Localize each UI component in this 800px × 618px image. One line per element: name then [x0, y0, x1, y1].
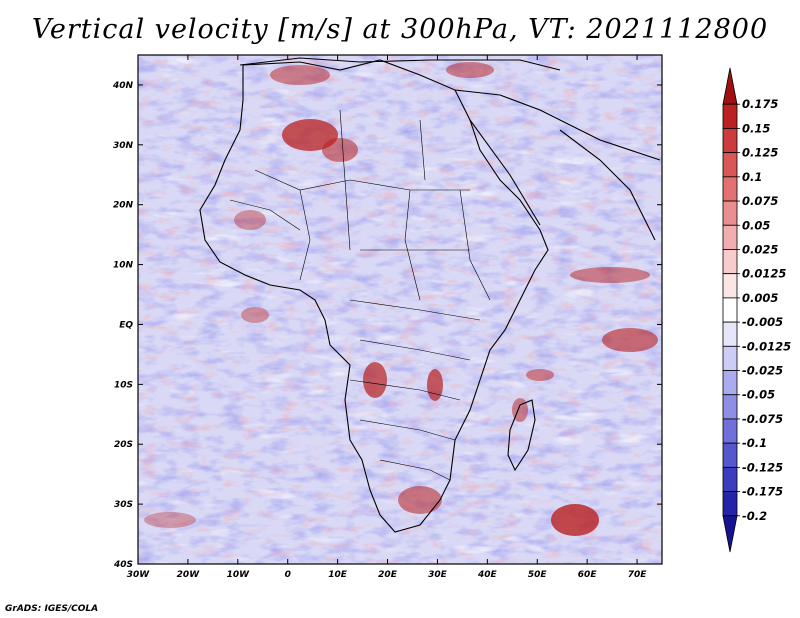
x-axis: 30W 20W 10W 0 10E 20E 30E 40E 50E 60E 70E: [127, 55, 647, 580]
colorbar-label: 0.05: [742, 218, 770, 232]
plot-frame: [137, 54, 663, 565]
y-tick-label: 10N: [113, 261, 134, 271]
colorbar-swatch: [722, 224, 738, 250]
colorbar-label: -0.0125: [742, 339, 791, 353]
africa-coastline: [199, 59, 549, 533]
updraft-patch: [551, 504, 599, 536]
arabia-coastline: [454, 89, 661, 161]
updraft-patch: [322, 138, 358, 162]
y-tick-label: 30S: [114, 500, 133, 510]
colorbar-label: 0.005: [742, 291, 778, 305]
colorbar-swatch: [722, 67, 738, 105]
colorbar-label: -0.2: [742, 509, 767, 523]
colorbar-label: -0.05: [742, 388, 775, 402]
updraft-patch: [241, 307, 269, 323]
colorbar-swatch: [722, 466, 738, 492]
colorbar-swatch: [722, 491, 738, 517]
colorbar-label: 0.15: [742, 121, 770, 135]
updraft-patch: [363, 362, 387, 398]
x-tick-label: 60E: [578, 570, 598, 580]
colorbar-swatch: [722, 273, 738, 299]
colorbar-label: 0.075: [742, 194, 778, 208]
colorbar-label: 0.0125: [742, 267, 786, 281]
colorbar-label: 0.1: [742, 170, 762, 184]
page-title: Vertical velocity [m/s] at 300hPa, VT: 2…: [31, 14, 769, 45]
colorbar: 0.175 0.15 0.125 0.1 0.075 0.05 0.025 0.0125 0.0…: [722, 67, 791, 553]
colorbar-swatch: [722, 200, 738, 226]
updraft-patch: [270, 65, 330, 85]
coastlines: [199, 57, 661, 533]
colorbar-swatch: [722, 515, 738, 553]
colorbar-swatch: [722, 442, 738, 468]
y-tick-label: 20S: [114, 440, 133, 450]
colorbar-label: -0.175: [742, 485, 783, 499]
colorbar-label: 0.025: [742, 242, 778, 256]
colorbar-label: 0.125: [742, 146, 778, 160]
y-tick-label: 10S: [114, 380, 133, 390]
x-tick-label: 40E: [477, 570, 498, 580]
updraft-patch: [144, 512, 196, 528]
y-tick-label: 20N: [113, 201, 134, 211]
x-tick-label: 70E: [628, 570, 648, 580]
updraft-patch: [446, 62, 494, 78]
x-tick-label: 10W: [227, 570, 251, 580]
persian-gulf-coast: [559, 129, 656, 241]
colorbar-label: -0.075: [742, 412, 783, 426]
updraft-patch: [398, 486, 442, 514]
y-tick-label: 30N: [113, 141, 134, 151]
x-tick-label: 10E: [328, 570, 348, 580]
colorbar-label: -0.005: [742, 315, 783, 329]
updraft-patch: [570, 267, 650, 283]
x-tick-label: 20E: [378, 570, 398, 580]
red-sea-coast: [469, 119, 541, 226]
x-tick-label: 50E: [528, 570, 548, 580]
colorbar-label: -0.025: [742, 364, 783, 378]
y-tick-label: 40N: [112, 81, 134, 91]
y-tick-label: EQ: [119, 320, 133, 330]
x-tick-label: 30W: [127, 570, 151, 580]
colorbar-swatch: [722, 370, 738, 396]
x-tick-label: 30E: [428, 570, 448, 580]
colorbar-swatch: [722, 345, 738, 371]
colorbar-swatch: [722, 394, 738, 420]
y-axis: 40N 30N 20N 10N EQ 10S 20S 30S 40S: [112, 81, 662, 570]
colorbar-swatch: [722, 321, 738, 347]
madagascar-coastline: [507, 399, 536, 472]
updraft-patch: [602, 328, 658, 352]
mediterranean-north: [239, 57, 561, 71]
colorbar-label: 0.175: [742, 97, 778, 111]
updraft-patch: [234, 210, 266, 230]
colorbar-label: -0.1: [742, 436, 767, 450]
updraft-patch: [427, 369, 443, 401]
updraft-patches: [144, 62, 658, 536]
y-tick-label: 40S: [113, 560, 133, 570]
country-borders: [229, 109, 491, 481]
velocity-field: [138, 55, 662, 564]
colorbar-swatch: [722, 152, 738, 178]
colorbar-swatch: [722, 297, 738, 323]
updraft-patch: [282, 119, 338, 151]
colorbar-swatch: [722, 418, 738, 444]
x-tick-label: 20W: [177, 570, 201, 580]
colorbar-swatch: [722, 128, 738, 154]
colorbar-swatch: [722, 176, 738, 202]
updraft-patch: [526, 369, 554, 381]
colorbar-swatch: [722, 249, 738, 275]
x-tick-label: 0: [285, 570, 291, 580]
footer-credit: GrADS: IGES/COLA: [5, 604, 99, 614]
colorbar-swatch: [722, 103, 738, 129]
colorbar-label: -0.125: [742, 460, 783, 474]
